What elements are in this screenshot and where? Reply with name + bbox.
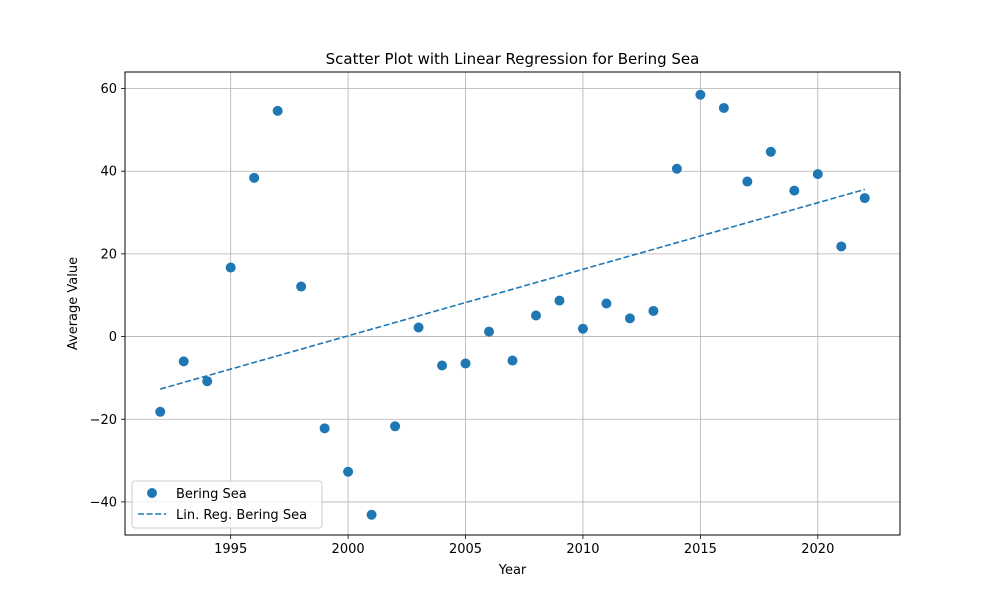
scatter-point — [202, 376, 213, 387]
x-tick-label: 2000 — [332, 542, 365, 557]
scatter-point — [413, 322, 424, 333]
scatter-point — [836, 241, 847, 252]
scatter-point — [812, 169, 823, 180]
scatter-point — [507, 355, 518, 366]
y-axis-label: Average Value — [66, 257, 81, 350]
x-tick-label: 2005 — [449, 542, 482, 557]
scatter-point — [742, 176, 753, 187]
scatter-point — [249, 172, 260, 183]
axis-ticks: 1995 2000 2005 2010 2015 2020 −40 −20 0 20 40 60 — [90, 82, 835, 557]
scatter-point — [648, 305, 659, 316]
scatter-point — [343, 466, 354, 477]
scatter-point — [601, 298, 612, 309]
scatter-point — [366, 509, 377, 520]
scatter-point — [577, 323, 588, 334]
scatter-point — [624, 313, 635, 324]
regression-line — [160, 188, 865, 390]
scatter-point — [671, 163, 682, 174]
x-tick-label: 1995 — [214, 542, 247, 557]
y-tick-label: 0 — [109, 330, 117, 345]
legend-label-scatter: Bering Sea — [176, 487, 247, 502]
y-tick-label: 20 — [100, 247, 117, 262]
scatter-point — [272, 105, 283, 116]
scatter-point — [484, 326, 495, 337]
scatter-point — [554, 295, 565, 306]
scatter-point — [225, 262, 236, 273]
scatter-point — [460, 358, 471, 369]
plot-data — [155, 89, 870, 520]
legend: Bering Sea Lin. Reg. Bering Sea — [131, 480, 323, 529]
scatter-point — [718, 102, 729, 113]
scatter-point — [437, 360, 448, 371]
scatter-point — [178, 356, 189, 367]
y-tick-label: −40 — [90, 495, 117, 510]
scatter-point — [530, 310, 541, 321]
y-tick-label: −20 — [90, 413, 117, 428]
chart-title: Scatter Plot with Linear Regression for … — [326, 50, 700, 68]
x-tick-label: 2020 — [801, 542, 834, 557]
legend-marker-scatter — [147, 488, 157, 498]
scatter-point — [859, 193, 870, 204]
scatter-point — [765, 146, 776, 157]
legend-label-line: Lin. Reg. Bering Sea — [176, 508, 307, 523]
scatter-point — [695, 89, 706, 100]
scatter-point — [296, 281, 307, 292]
x-axis-label: Year — [498, 563, 527, 578]
y-tick-label: 40 — [100, 165, 117, 180]
x-tick-label: 2010 — [566, 542, 599, 557]
x-tick-label: 2015 — [684, 542, 717, 557]
scatter-point — [390, 421, 401, 432]
axes-frame — [124, 71, 901, 536]
y-tick-label: 60 — [100, 82, 117, 97]
grid-lines — [125, 72, 900, 535]
scatter-point — [789, 185, 800, 196]
scatter-point — [319, 423, 330, 434]
legend-box — [131, 480, 323, 529]
scatter-point — [155, 406, 166, 417]
